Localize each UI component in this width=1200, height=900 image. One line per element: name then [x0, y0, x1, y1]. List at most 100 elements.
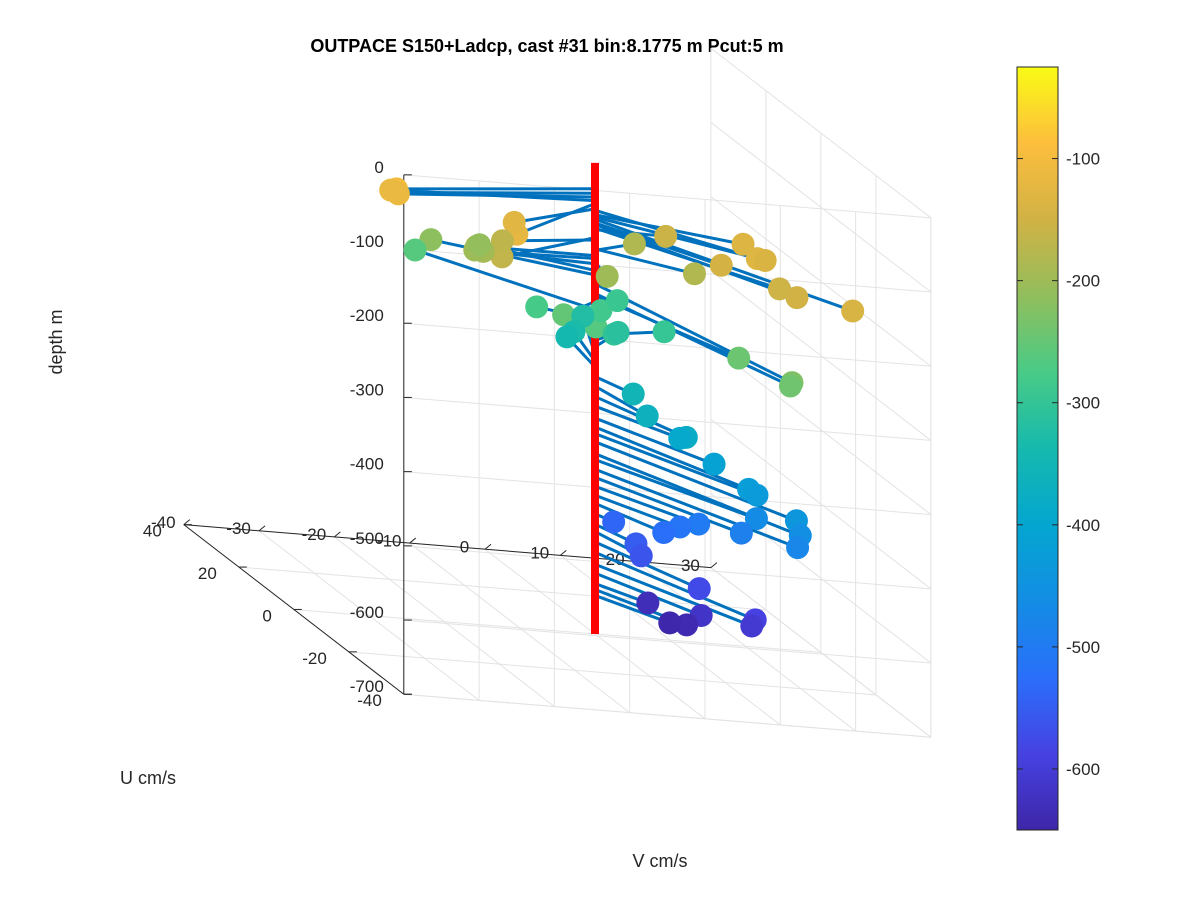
- velocity-stick: [594, 228, 666, 238]
- grid-line: [238, 566, 766, 611]
- grid-line: [403, 322, 931, 367]
- data-point: [552, 303, 576, 327]
- velocity-stick: [516, 202, 596, 236]
- velocity-stick: [594, 562, 753, 628]
- colorbar: -100 -200 -300 -400 -500 -600: [1016, 66, 1100, 831]
- data-points: [379, 177, 865, 638]
- data-point: [841, 299, 865, 323]
- data-point: [668, 426, 692, 450]
- z-tick-label: -700: [350, 677, 384, 696]
- grid-line: [403, 471, 931, 516]
- velocity-stick: [594, 467, 799, 549]
- velocity-stick: [594, 550, 756, 622]
- x-tick-label: 10: [530, 544, 549, 563]
- x-tick-label: -40: [151, 513, 176, 532]
- data-point: [658, 611, 682, 635]
- data-point: [595, 264, 619, 288]
- data-point: [654, 224, 678, 248]
- data-point: [744, 507, 768, 531]
- y-tick-label: 20: [198, 564, 217, 583]
- x-tick-label: -10: [377, 531, 402, 550]
- data-point: [702, 452, 726, 476]
- velocity-stick: [594, 594, 671, 625]
- data-point: [490, 245, 514, 269]
- data-point: [467, 233, 491, 257]
- grid-line: [348, 651, 876, 696]
- data-point: [687, 512, 711, 536]
- axes-grid: [183, 47, 932, 738]
- velocity-stick: [594, 440, 797, 523]
- velocity-stick: [594, 425, 750, 491]
- grid-line: [710, 270, 932, 441]
- grid-line: [710, 344, 932, 516]
- axis-ticks: -40-30-20-100102030-40-20020400-100-200-…: [143, 158, 718, 710]
- grid-line: [710, 567, 932, 738]
- x-tick-mark: [409, 537, 417, 544]
- data-point: [403, 238, 427, 262]
- data-point: [629, 544, 653, 568]
- y-tick-label: 0: [262, 606, 271, 625]
- colorbar-tick-label: -300: [1066, 394, 1100, 413]
- grid-line: [710, 122, 932, 293]
- data-point: [621, 382, 645, 406]
- velocity-stick: [414, 248, 596, 312]
- data-point: [555, 325, 579, 349]
- data-point: [687, 577, 711, 601]
- chart-title: OUTPACE S150+Ladcp, cast #31 bin:8.1775 …: [310, 36, 783, 56]
- data-point: [683, 262, 706, 286]
- z-tick-label: -600: [350, 603, 384, 622]
- data-point: [652, 521, 676, 545]
- velocity-stick: [594, 416, 715, 466]
- data-point: [745, 483, 769, 507]
- x-tick-label: -20: [302, 525, 327, 544]
- data-point: [636, 591, 660, 615]
- data-point: [709, 253, 733, 277]
- velocity-stick: [390, 188, 596, 203]
- z-tick-label: -100: [350, 232, 384, 251]
- grid-line: [710, 196, 932, 367]
- y-tick-label: -40: [357, 691, 382, 710]
- y-axis-label: U cm/s: [120, 768, 176, 788]
- data-point: [785, 286, 809, 310]
- colorbar-tick-label: -600: [1066, 760, 1100, 779]
- colorbar-tick-label: -100: [1066, 150, 1100, 169]
- z-tick-label: -400: [350, 455, 384, 474]
- grid-line: [710, 47, 932, 219]
- z-tick-label: -200: [350, 306, 384, 325]
- colorbar-tick-label: -500: [1066, 638, 1100, 657]
- velocity-stick: [594, 502, 665, 534]
- data-point: [525, 295, 549, 319]
- colorbar-tick-label: -400: [1066, 516, 1100, 535]
- x-tick-label: 30: [681, 556, 700, 575]
- z-axis-label: depth m: [46, 309, 66, 374]
- data-point: [502, 210, 526, 234]
- x-tick-mark: [484, 543, 492, 550]
- data-point: [753, 248, 777, 272]
- data-point: [727, 346, 751, 370]
- data-point: [622, 232, 646, 256]
- z-tick-label: -300: [350, 380, 384, 399]
- data-point: [652, 320, 676, 344]
- grid-line: [403, 396, 931, 441]
- x-tick-mark: [258, 525, 266, 532]
- data-point: [606, 320, 630, 344]
- data-point: [778, 374, 802, 398]
- data-point: [490, 229, 514, 253]
- grid-line: [403, 174, 931, 219]
- grid-line: [403, 545, 931, 590]
- velocity-stick: [594, 458, 757, 521]
- x-axis-label: V cm/s: [632, 851, 687, 871]
- x-tick-mark: [710, 562, 718, 569]
- data-point: [635, 404, 659, 428]
- velocity-stick: [594, 432, 758, 497]
- grid-line: [403, 693, 931, 738]
- colorbar-tick-label: -200: [1066, 272, 1100, 291]
- y-tick-label: 40: [143, 522, 162, 541]
- velocity-stick: [594, 404, 681, 440]
- data-point: [731, 232, 755, 256]
- x-axis-line: [183, 524, 711, 569]
- y-tick-label: -20: [302, 649, 327, 668]
- data-point: [379, 178, 403, 202]
- data-point: [675, 613, 699, 637]
